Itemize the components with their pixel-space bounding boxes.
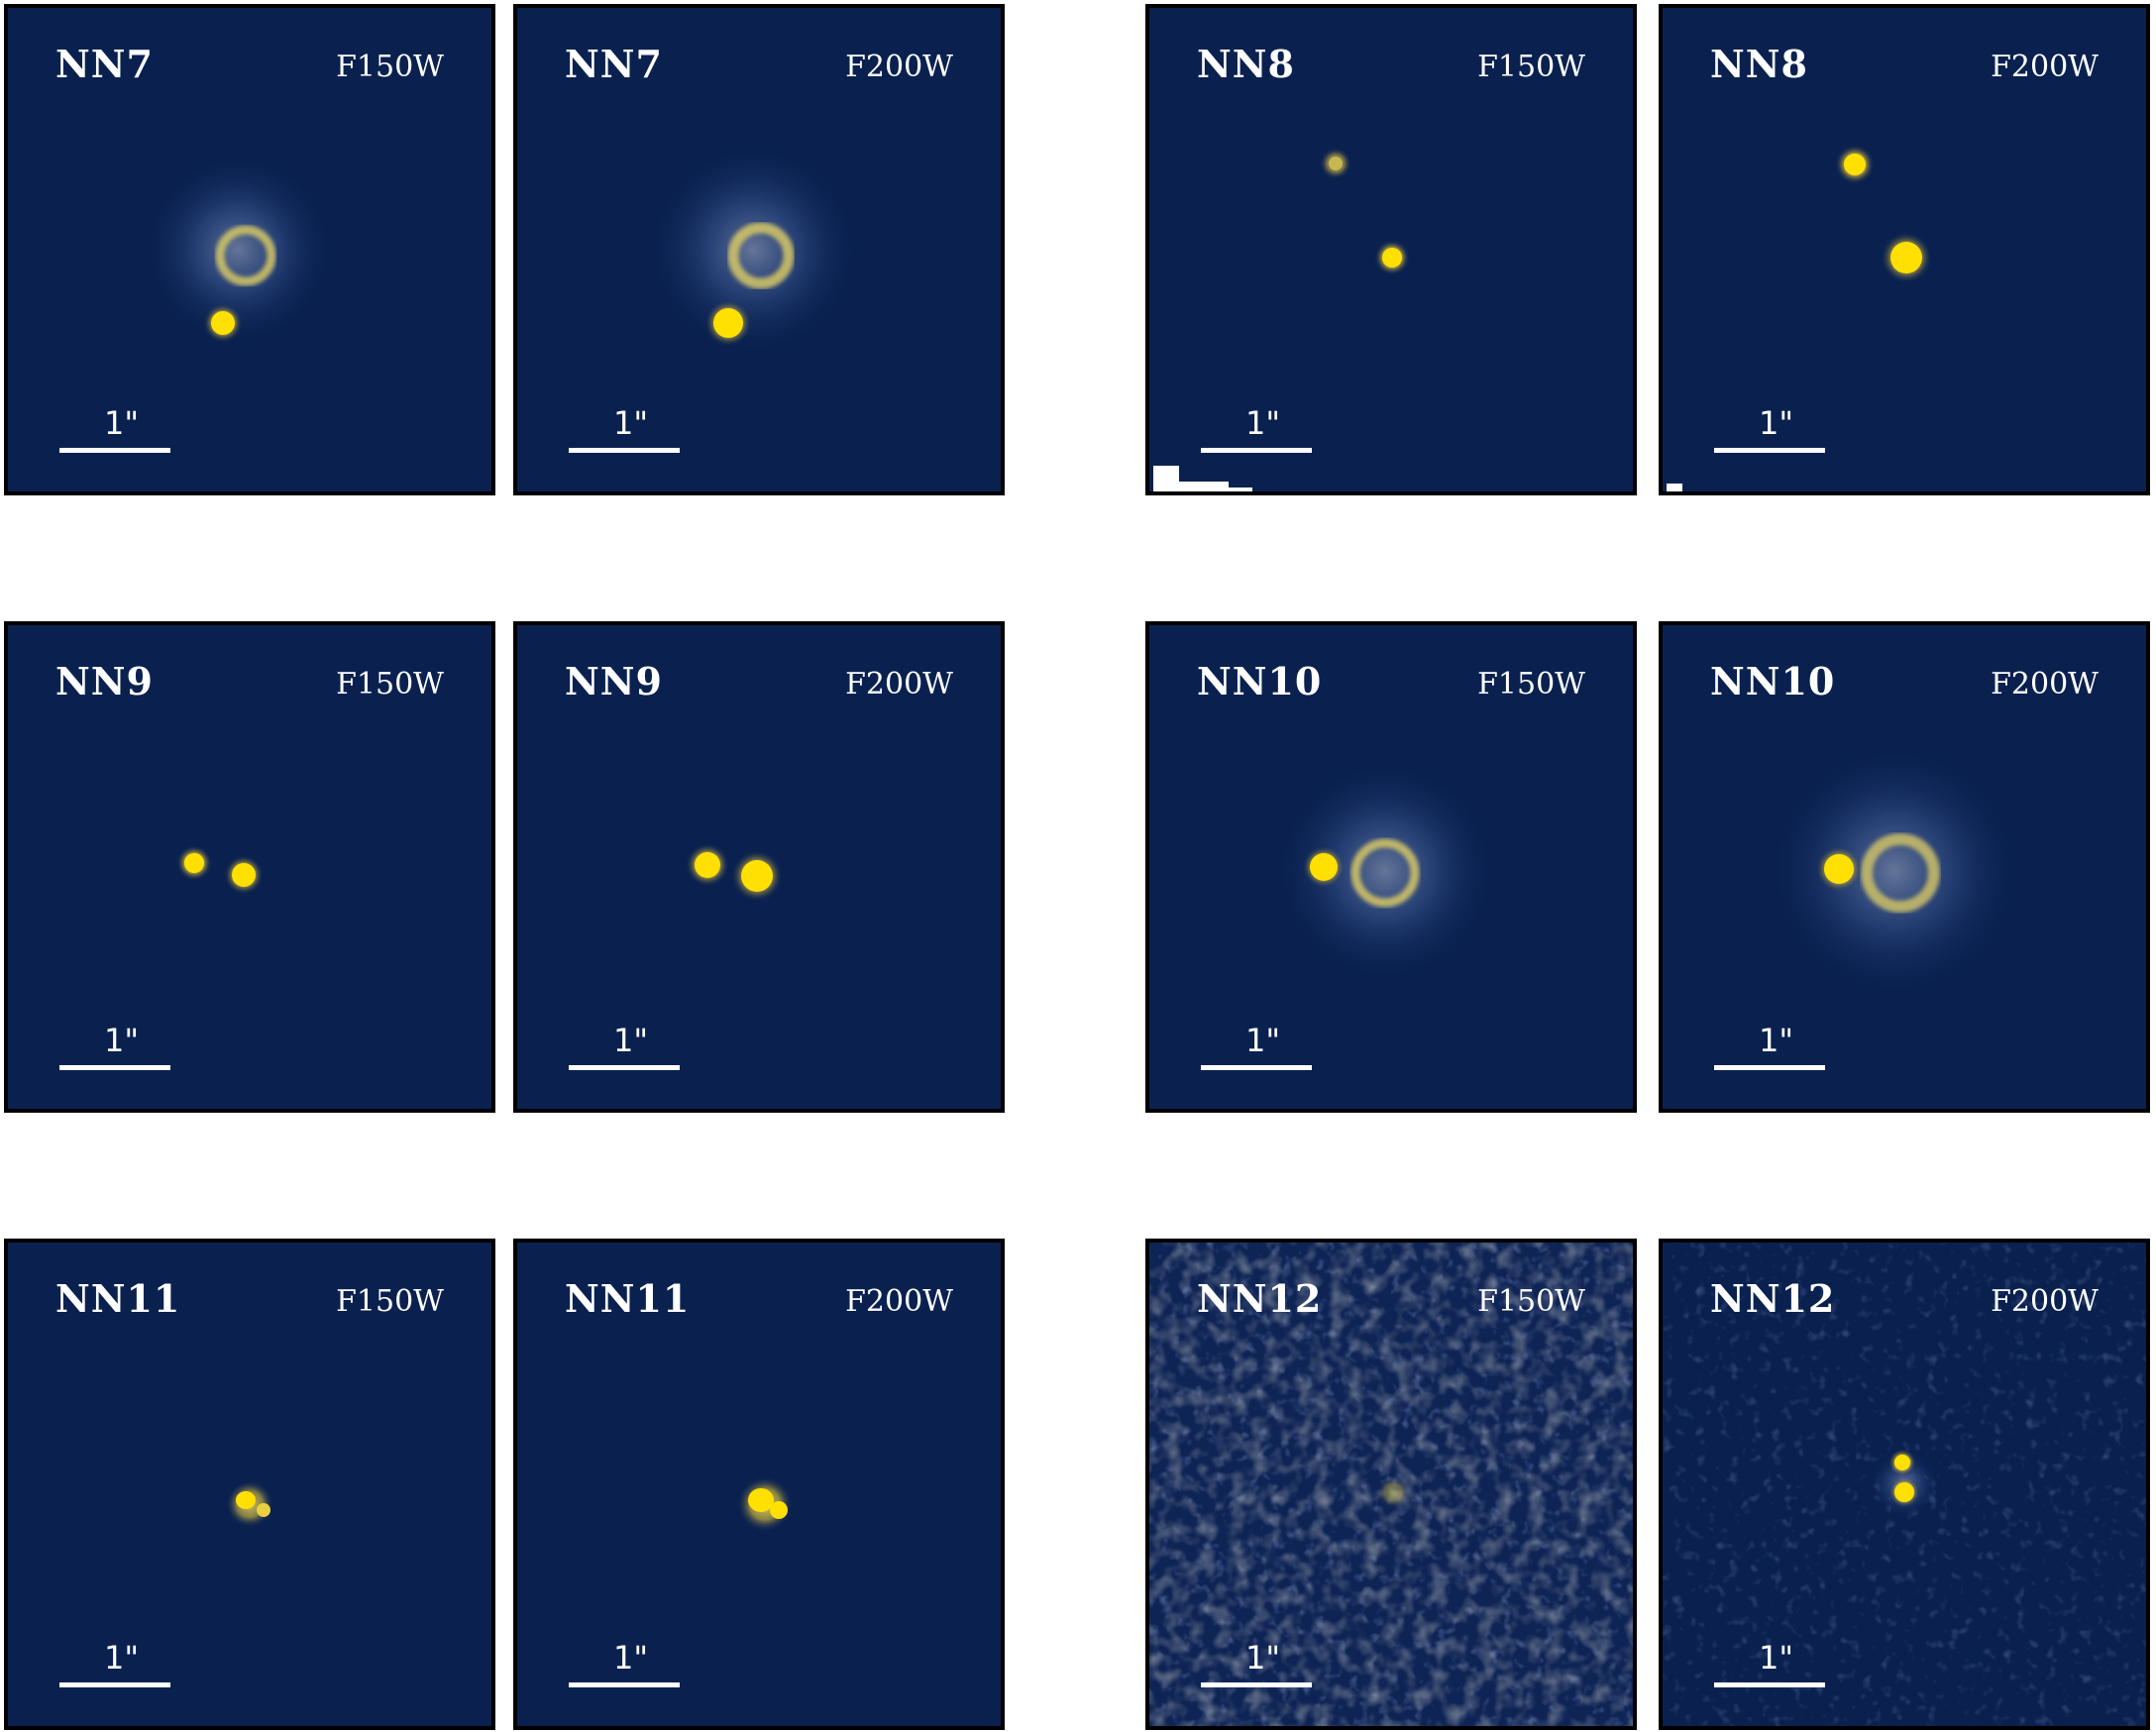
image-nn10-f150w [1276,762,1494,980]
scale-bar [59,1065,170,1070]
panel-nn11-f150w: NN11 F150W 1" [4,1239,495,1730]
filter-label: F150W [1477,1284,1585,1319]
panel-nn10-f200w: NN10 F200W 1" [1659,621,2150,1113]
panel-nn11-f200w: NN11 F200W 1" [513,1239,1005,1730]
scale-bar-label: 1" [1245,1639,1281,1677]
scale-bar-label: 1" [1245,404,1281,442]
scale-bar [1201,448,1312,453]
scale-bar-label: 1" [104,1022,140,1059]
scale-bar [59,448,170,453]
image-nn8-f200w [1667,145,1932,491]
scale-bar-label: 1" [1759,1639,1794,1677]
filter-label: F200W [845,667,953,702]
scale-bar [569,1682,680,1687]
panel-nn9-f150w: NN9 F150W 1" [4,621,495,1113]
source-name: NN9 [55,659,154,704]
scale-bar [569,1065,680,1070]
source-name: NN12 [1197,1276,1323,1321]
source-name: NN12 [1710,1276,1836,1321]
image-nn11-f150w [226,1480,273,1528]
filter-label: F150W [336,667,444,702]
source-name: NN7 [55,42,154,86]
filter-label: F200W [845,50,953,84]
image-nn9-f200w [686,843,783,902]
image-nn12-f200w [1663,1243,2146,1726]
source-name: NN10 [1197,659,1323,704]
source-name: NN7 [565,42,663,86]
filter-label: F150W [336,1284,444,1319]
panel-nn8-f150w: NN8 F150W 1" [1145,4,1637,495]
image-nn12-f150w [1149,1243,1633,1726]
panel-nn9-f200w: NN9 F200W 1" [513,621,1005,1113]
filter-label: F200W [845,1284,953,1319]
scale-bar-label: 1" [1245,1022,1281,1059]
panel-nn12-f200w: NN12 F200W 1" [1659,1239,2150,1730]
panel-nn7-f150w: NN7 F150W 1" [4,4,495,495]
scale-bar-label: 1" [613,1639,649,1677]
scale-bar-label: 1" [613,404,649,442]
image-nn7-f200w [649,146,857,354]
scale-bar [1201,1682,1312,1687]
filter-label: F200W [1991,1284,2099,1319]
panel-nn8-f200w: NN8 F200W 1" [1659,4,2150,495]
scale-bar [1714,1682,1825,1687]
filter-label: F150W [1477,50,1585,84]
filter-label: F200W [1991,667,2099,702]
filter-label: F200W [1991,50,2099,84]
filter-label: F150W [336,50,444,84]
scale-bar-label: 1" [104,1639,140,1677]
scale-bar-label: 1" [1759,1022,1794,1059]
scale-bar [1201,1065,1312,1070]
image-nn11-f200w [737,1476,793,1532]
panel-nn12-f150w: NN12 F150W 1" [1145,1239,1637,1730]
scale-bar [1714,448,1825,453]
scale-bar-label: 1" [1759,404,1794,442]
source-name: NN11 [55,1276,181,1321]
image-nn10-f200w [1771,747,2018,995]
source-name: NN8 [1710,42,1808,86]
scale-bar [569,448,680,453]
image-nn8-f150w [1153,148,1410,491]
image-nn9-f150w [176,845,264,895]
source-name: NN10 [1710,659,1836,704]
source-name: NN9 [565,659,663,704]
scale-bar [59,1682,170,1687]
source-name: NN11 [565,1276,691,1321]
scale-bar-label: 1" [104,404,140,442]
scale-bar [1714,1065,1825,1070]
scale-bar-label: 1" [613,1022,649,1059]
panel-nn7-f200w: NN7 F200W 1" [513,4,1005,495]
image-nn7-f150w [144,156,332,344]
filter-label: F150W [1477,667,1585,702]
source-name: NN8 [1197,42,1295,86]
panel-nn10-f150w: NN10 F150W 1" [1145,621,1637,1113]
